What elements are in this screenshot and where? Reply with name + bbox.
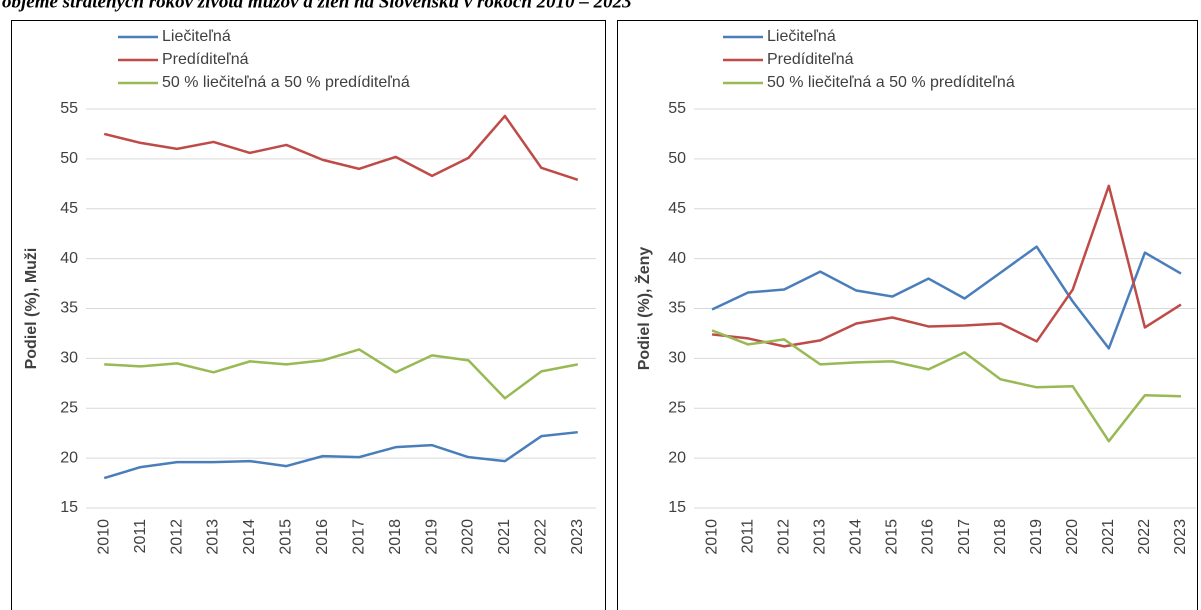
page-title: objeme stratených rokov života mužov a ž… — [2, 0, 632, 12]
series-line — [711, 184, 1182, 348]
x-tick-label: 2017 — [956, 519, 973, 555]
series-line — [103, 114, 579, 182]
y-tick-label: 40 — [60, 250, 78, 267]
legend-label: Liečiteľná — [162, 28, 231, 45]
y-tick-label: 40 — [668, 250, 686, 267]
x-tick-label: 2011 — [132, 519, 149, 554]
x-tick-label: 2014 — [848, 519, 865, 555]
x-tick-label: 2015 — [884, 519, 901, 555]
x-tick-label: 2011 — [739, 519, 756, 554]
y-tick-label: 50 — [668, 150, 686, 167]
y-tick-label: 45 — [668, 200, 686, 217]
y-tick-label: 20 — [668, 449, 686, 466]
y-tick-label: 35 — [60, 300, 78, 317]
legend-label: Liečiteľná — [767, 28, 836, 45]
x-tick-label: 2018 — [992, 519, 1009, 555]
y-tick-label: 55 — [668, 100, 686, 117]
legend-label: 50 % liečiteľná a 50 % predíditeľná — [162, 74, 410, 91]
y-tick-label: 45 — [60, 200, 78, 217]
x-tick-label: 2018 — [387, 519, 404, 555]
x-tick-label: 2010 — [703, 519, 720, 555]
y-tick-label: 15 — [668, 499, 686, 516]
x-tick-label: 2023 — [569, 519, 586, 555]
x-tick-label: 2023 — [1172, 519, 1189, 555]
x-tick-label: 2012 — [775, 519, 792, 555]
y-tick-label: 20 — [60, 449, 78, 466]
x-tick-label: 2016 — [314, 519, 331, 555]
x-tick-label: 2013 — [205, 519, 222, 555]
y-tick-label: 30 — [668, 350, 686, 367]
y-tick-label: 25 — [60, 399, 78, 416]
x-tick-label: 2020 — [460, 519, 477, 555]
x-tick-label: 2015 — [278, 519, 295, 555]
y-tick-label: 15 — [60, 499, 78, 516]
series-line — [711, 245, 1182, 350]
x-tick-label: 2010 — [95, 519, 112, 555]
x-tick-label: 2016 — [920, 519, 937, 555]
x-tick-label: 2017 — [350, 519, 367, 555]
x-tick-label: 2012 — [168, 519, 185, 555]
x-tick-label: 2019 — [1028, 519, 1045, 555]
panel-border — [11, 20, 606, 610]
y-tick-label: 55 — [60, 100, 78, 117]
x-tick-label: 2021 — [1100, 519, 1117, 555]
x-tick-label: 2022 — [533, 519, 550, 555]
legend-label: Predíditeľná — [767, 51, 854, 68]
x-tick-label: 2021 — [496, 519, 513, 555]
y-tick-label: 30 — [60, 350, 78, 367]
y-tick-label: 25 — [668, 399, 686, 416]
x-tick-label: 2014 — [241, 519, 258, 555]
y-tick-label: 50 — [60, 150, 78, 167]
series-line — [711, 329, 1181, 443]
series-line — [104, 348, 579, 400]
x-tick-label: 2020 — [1064, 519, 1081, 555]
series-line — [103, 430, 578, 480]
x-tick-label: 2022 — [1136, 519, 1153, 555]
y-tick-label: 35 — [668, 300, 686, 317]
y-axis-label: Podiel (%), Muži — [23, 248, 40, 370]
y-axis-label: Podiel (%), Ženy — [634, 247, 653, 371]
x-tick-label: 2019 — [423, 519, 440, 555]
x-tick-label: 2013 — [811, 519, 828, 555]
legend-label: 50 % liečiteľná a 50 % predíditeľná — [767, 74, 1015, 91]
legend-label: Predíditeľná — [162, 51, 249, 68]
panel-border — [617, 20, 1198, 610]
